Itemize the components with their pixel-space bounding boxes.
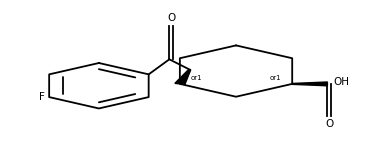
Text: or1: or1 — [270, 75, 281, 81]
Text: OH: OH — [333, 77, 349, 87]
Text: O: O — [326, 119, 334, 129]
Text: F: F — [39, 92, 45, 102]
Text: O: O — [167, 13, 176, 22]
Polygon shape — [292, 82, 327, 86]
Polygon shape — [175, 70, 191, 85]
Text: or1: or1 — [191, 75, 202, 81]
